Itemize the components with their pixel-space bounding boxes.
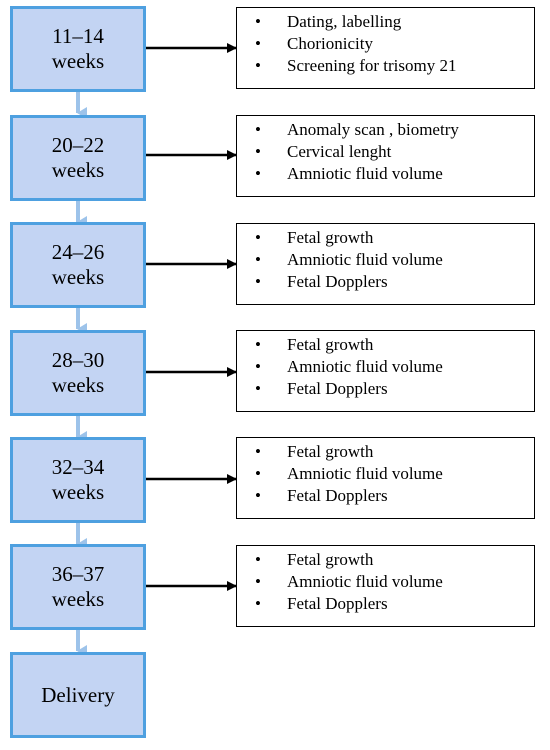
info-box-11-14-weeks: Dating, labelling Chorionicity Screening… xyxy=(236,7,535,89)
list-item: Screening for trisomy 21 xyxy=(251,55,526,77)
list-item: Fetal growth xyxy=(251,549,526,571)
list-item: Fetal Dopplers xyxy=(251,593,526,615)
stage-box-delivery: Delivery xyxy=(10,652,146,738)
stage-range: 32–34 xyxy=(51,455,105,479)
stage-unit: weeks xyxy=(51,158,105,182)
list-item: Anomaly scan , biometry xyxy=(251,119,526,141)
stage-unit: weeks xyxy=(51,373,105,397)
list-item: Amniotic fluid volume xyxy=(251,571,526,593)
stage-range: 36–37 xyxy=(51,562,105,586)
list-item: Fetal growth xyxy=(251,334,526,356)
delivery-label: Delivery xyxy=(41,682,115,707)
list-item: Fetal Dopplers xyxy=(251,378,526,400)
info-box-28-30-weeks: Fetal growth Amniotic fluid volume Fetal… xyxy=(236,330,535,412)
info-box-24-26-weeks: Fetal growth Amniotic fluid volume Fetal… xyxy=(236,223,535,305)
stage-range: 11–14 xyxy=(52,24,104,48)
stage-box-32-34-weeks: 32–34 weeks xyxy=(10,437,146,523)
stage-range: 28–30 xyxy=(51,348,105,372)
list-item: Fetal Dopplers xyxy=(251,485,526,507)
stage-box-24-26-weeks: 24–26 weeks xyxy=(10,222,146,308)
list-item: Amniotic fluid volume xyxy=(251,249,526,271)
bullet-list: Anomaly scan , biometry Cervical lenght … xyxy=(251,119,526,185)
stage-box-11-14-weeks: 11–14 weeks xyxy=(10,6,146,92)
list-item: Fetal growth xyxy=(251,227,526,249)
bullet-list: Dating, labelling Chorionicity Screening… xyxy=(251,11,526,77)
list-item: Cervical lenght xyxy=(251,141,526,163)
list-item: Amniotic fluid volume xyxy=(251,356,526,378)
bullet-list: Fetal growth Amniotic fluid volume Fetal… xyxy=(251,334,526,400)
stage-unit: weeks xyxy=(51,49,105,73)
bullet-list: Fetal growth Amniotic fluid volume Fetal… xyxy=(251,227,526,293)
bullet-list: Fetal growth Amniotic fluid volume Fetal… xyxy=(251,441,526,507)
list-item: Amniotic fluid volume xyxy=(251,463,526,485)
stage-unit: weeks xyxy=(51,480,105,504)
list-item: Amniotic fluid volume xyxy=(251,163,526,185)
stage-box-36-37-weeks: 36–37 weeks xyxy=(10,544,146,630)
info-box-32-34-weeks: Fetal growth Amniotic fluid volume Fetal… xyxy=(236,437,535,519)
stage-box-20-22-weeks: 20–22 weeks xyxy=(10,115,146,201)
stage-unit: weeks xyxy=(51,587,105,611)
stage-unit: weeks xyxy=(51,265,105,289)
stage-box-28-30-weeks: 28–30 weeks xyxy=(10,330,146,416)
stage-range: 20–22 xyxy=(51,133,105,157)
stage-range: 24–26 xyxy=(51,240,105,264)
list-item: Dating, labelling xyxy=(251,11,526,33)
list-item: Chorionicity xyxy=(251,33,526,55)
bullet-list: Fetal growth Amniotic fluid volume Fetal… xyxy=(251,549,526,615)
info-box-20-22-weeks: Anomaly scan , biometry Cervical lenght … xyxy=(236,115,535,197)
list-item: Fetal growth xyxy=(251,441,526,463)
list-item: Fetal Dopplers xyxy=(251,271,526,293)
info-box-36-37-weeks: Fetal growth Amniotic fluid volume Fetal… xyxy=(236,545,535,627)
